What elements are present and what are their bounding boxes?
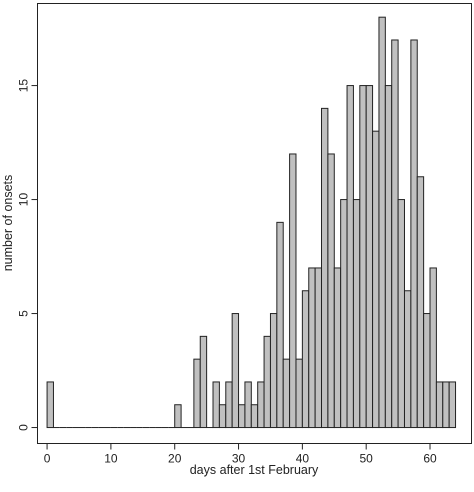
histogram-bar (257, 381, 265, 429)
histogram-bar (308, 267, 316, 429)
y-tick-label: 10 (17, 193, 31, 207)
x-axis: 0 10 20 30 40 50 60 (44, 443, 437, 466)
histogram-bar (340, 199, 348, 429)
histogram-bar (365, 85, 374, 429)
histogram-bar (372, 130, 380, 429)
histogram-bar (231, 313, 240, 429)
histogram-bar (346, 85, 354, 429)
histogram-bar (314, 267, 323, 429)
histogram-bar (352, 199, 361, 429)
x-tick-label: 0 (44, 452, 51, 466)
histogram-bar (423, 313, 431, 429)
histogram-bar (384, 85, 393, 429)
histogram-bar (276, 221, 284, 429)
histogram-bar (410, 39, 418, 429)
histogram-bar (193, 358, 201, 429)
histogram-bar (333, 267, 342, 429)
histogram-bar (46, 381, 54, 429)
histogram-bar (250, 404, 259, 429)
histogram-bar (442, 381, 450, 429)
histogram-bar (391, 39, 399, 429)
y-axis: 0 5 10 15 (17, 79, 38, 431)
x-tick-label: 30 (232, 452, 246, 466)
histogram-bar (429, 267, 437, 429)
x-tick-label: 10 (104, 452, 118, 466)
histogram-bar (359, 85, 367, 429)
histogram-bar (435, 381, 444, 429)
x-tick-label: 40 (296, 452, 310, 466)
y-tick-label: 5 (17, 310, 31, 317)
histogram-bar (238, 404, 246, 429)
histogram-bar (301, 290, 310, 429)
plot-frame (37, 3, 472, 444)
histogram-bar (282, 358, 291, 429)
histogram-bar (295, 358, 303, 429)
histogram-bars (46, 16, 457, 429)
histogram-bar (403, 290, 412, 429)
histogram-bar (397, 199, 405, 429)
histogram-bar (218, 404, 227, 429)
x-tick-label: 50 (360, 452, 374, 466)
x-axis-title: days after 1st February (190, 463, 319, 477)
histogram-bar (448, 381, 457, 429)
histogram-bar (263, 335, 271, 429)
histogram-bar (212, 381, 220, 429)
histogram-bar (321, 107, 329, 429)
histogram-bar (244, 381, 252, 429)
y-tick-label: 15 (17, 79, 31, 93)
histogram-bar (199, 335, 208, 429)
x-tick-label: 20 (168, 452, 182, 466)
y-axis-title: number of onsets (1, 175, 15, 272)
x-tick-label: 60 (423, 452, 437, 466)
histogram-bar (225, 381, 233, 429)
histogram-bar (174, 404, 182, 429)
histogram-bar (289, 153, 297, 429)
histogram-bar (269, 313, 278, 429)
histogram-bar (327, 153, 335, 429)
y-tick-label: 0 (17, 424, 31, 431)
histogram-bar (416, 176, 425, 429)
histogram-bar (378, 16, 386, 429)
